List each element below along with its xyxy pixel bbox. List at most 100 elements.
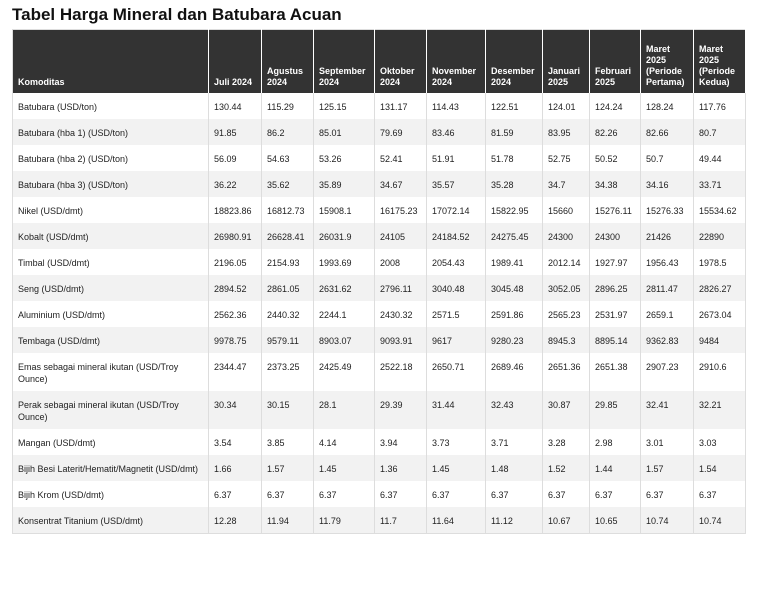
price-cell: 3040.48	[426, 275, 486, 301]
price-cell: 2565.23	[542, 301, 590, 327]
price-cell: 1989.41	[485, 249, 543, 275]
price-cell: 24300	[542, 223, 590, 249]
price-cell: 51.91	[426, 145, 486, 171]
price-cell: 26980.91	[208, 223, 262, 249]
price-cell: 3.54	[208, 429, 262, 455]
commodity-cell: Batubara (hba 3) (USD/ton)	[12, 171, 209, 197]
price-cell: 15908.1	[313, 197, 375, 223]
table-row: Batubara (hba 3) (USD/ton) 36.22 35.62 35.8…	[12, 171, 746, 197]
price-cell: 10.74	[640, 507, 694, 534]
price-cell: 3.71	[485, 429, 543, 455]
column-header: Juli 2024	[208, 29, 262, 93]
price-cell: 1978.5	[693, 249, 746, 275]
price-table: Komoditas Juli 2024 Agustus 2024 September …	[12, 29, 746, 534]
price-cell: 16175.23	[374, 197, 427, 223]
price-cell: 8903.07	[313, 327, 375, 353]
price-cell: 17072.14	[426, 197, 486, 223]
price-cell: 2796.11	[374, 275, 427, 301]
header-row: Komoditas Juli 2024 Agustus 2024 September …	[12, 29, 746, 93]
price-cell: 2894.52	[208, 275, 262, 301]
price-cell: 1.45	[313, 455, 375, 481]
table-row: Bijih Besi Laterit/Hematit/Magnetit (USD…	[12, 455, 746, 481]
commodity-cell: Kobalt (USD/dmt)	[12, 223, 209, 249]
price-cell: 24275.45	[485, 223, 543, 249]
price-cell: 15534.62	[693, 197, 746, 223]
price-cell: 2008	[374, 249, 427, 275]
price-cell: 2440.32	[261, 301, 314, 327]
commodity-cell: Konsentrat Titanium (USD/dmt)	[12, 507, 209, 534]
price-cell: 10.65	[589, 507, 641, 534]
table-row: Seng (USD/dmt) 2894.52 2861.05 2631.62 2796.…	[12, 275, 746, 301]
column-header: Februari 2025	[589, 29, 641, 93]
price-cell: 12.28	[208, 507, 262, 534]
price-cell: 2054.43	[426, 249, 486, 275]
price-cell: 21426	[640, 223, 694, 249]
price-cell: 2344.47	[208, 353, 262, 391]
price-cell: 52.41	[374, 145, 427, 171]
price-cell: 3.28	[542, 429, 590, 455]
price-cell: 52.75	[542, 145, 590, 171]
price-cell: 32.43	[485, 391, 543, 429]
price-cell: 50.7	[640, 145, 694, 171]
price-cell: 2531.97	[589, 301, 641, 327]
price-cell: 3.85	[261, 429, 314, 455]
price-cell: 130.44	[208, 93, 262, 119]
price-cell: 30.15	[261, 391, 314, 429]
price-cell: 35.28	[485, 171, 543, 197]
price-cell: 125.15	[313, 93, 375, 119]
column-header: Desember 2024	[485, 29, 543, 93]
price-cell: 3045.48	[485, 275, 543, 301]
price-cell: 2591.86	[485, 301, 543, 327]
price-cell: 6.37	[313, 481, 375, 507]
price-cell: 11.79	[313, 507, 375, 534]
price-cell: 1.44	[589, 455, 641, 481]
price-cell: 9579.11	[261, 327, 314, 353]
price-cell: 2562.36	[208, 301, 262, 327]
price-cell: 2907.23	[640, 353, 694, 391]
price-cell: 24300	[589, 223, 641, 249]
commodity-cell: Tembaga (USD/dmt)	[12, 327, 209, 353]
price-cell: 2826.27	[693, 275, 746, 301]
price-cell: 34.67	[374, 171, 427, 197]
commodity-cell: Bijih Krom (USD/dmt)	[12, 481, 209, 507]
price-cell: 2430.32	[374, 301, 427, 327]
table-row: Batubara (hba 1) (USD/ton) 91.85 86.2 85.01…	[12, 119, 746, 145]
table-header: Komoditas Juli 2024 Agustus 2024 September …	[12, 29, 746, 93]
price-cell: 1.57	[640, 455, 694, 481]
price-cell: 11.94	[261, 507, 314, 534]
price-cell: 28.1	[313, 391, 375, 429]
price-cell: 53.26	[313, 145, 375, 171]
price-cell: 81.59	[485, 119, 543, 145]
table-row: Tembaga (USD/dmt) 9978.75 9579.11 8903.07 90…	[12, 327, 746, 353]
price-cell: 1927.97	[589, 249, 641, 275]
price-cell: 79.69	[374, 119, 427, 145]
price-cell: 1.57	[261, 455, 314, 481]
price-cell: 29.85	[589, 391, 641, 429]
price-cell: 6.37	[693, 481, 746, 507]
price-cell: 36.22	[208, 171, 262, 197]
price-cell: 11.7	[374, 507, 427, 534]
price-cell: 115.29	[261, 93, 314, 119]
table-row: Perak sebagai mineral ikutan (USD/Troy O…	[12, 391, 746, 429]
price-cell: 83.95	[542, 119, 590, 145]
table-row: Batubara (USD/ton) 130.44 115.29 125.15 131.…	[12, 93, 746, 119]
price-cell: 6.37	[426, 481, 486, 507]
price-cell: 3.94	[374, 429, 427, 455]
price-cell: 35.89	[313, 171, 375, 197]
price-cell: 9093.91	[374, 327, 427, 353]
price-cell: 2571.5	[426, 301, 486, 327]
price-cell: 30.87	[542, 391, 590, 429]
price-cell: 26031.9	[313, 223, 375, 249]
price-cell: 1993.69	[313, 249, 375, 275]
price-cell: 6.37	[485, 481, 543, 507]
table-row: Bijih Krom (USD/dmt) 6.37 6.37 6.37 6.37 6.37…	[12, 481, 746, 507]
price-cell: 91.85	[208, 119, 262, 145]
price-cell: 2425.49	[313, 353, 375, 391]
price-cell: 2689.46	[485, 353, 543, 391]
commodity-cell: Perak sebagai mineral ikutan (USD/Troy O…	[12, 391, 209, 429]
price-cell: 2651.36	[542, 353, 590, 391]
column-header: Januari 2025	[542, 29, 590, 93]
price-cell: 2631.62	[313, 275, 375, 301]
price-cell: 15276.11	[589, 197, 641, 223]
table-body: Batubara (USD/ton) 130.44 115.29 125.15 131.…	[12, 93, 746, 534]
